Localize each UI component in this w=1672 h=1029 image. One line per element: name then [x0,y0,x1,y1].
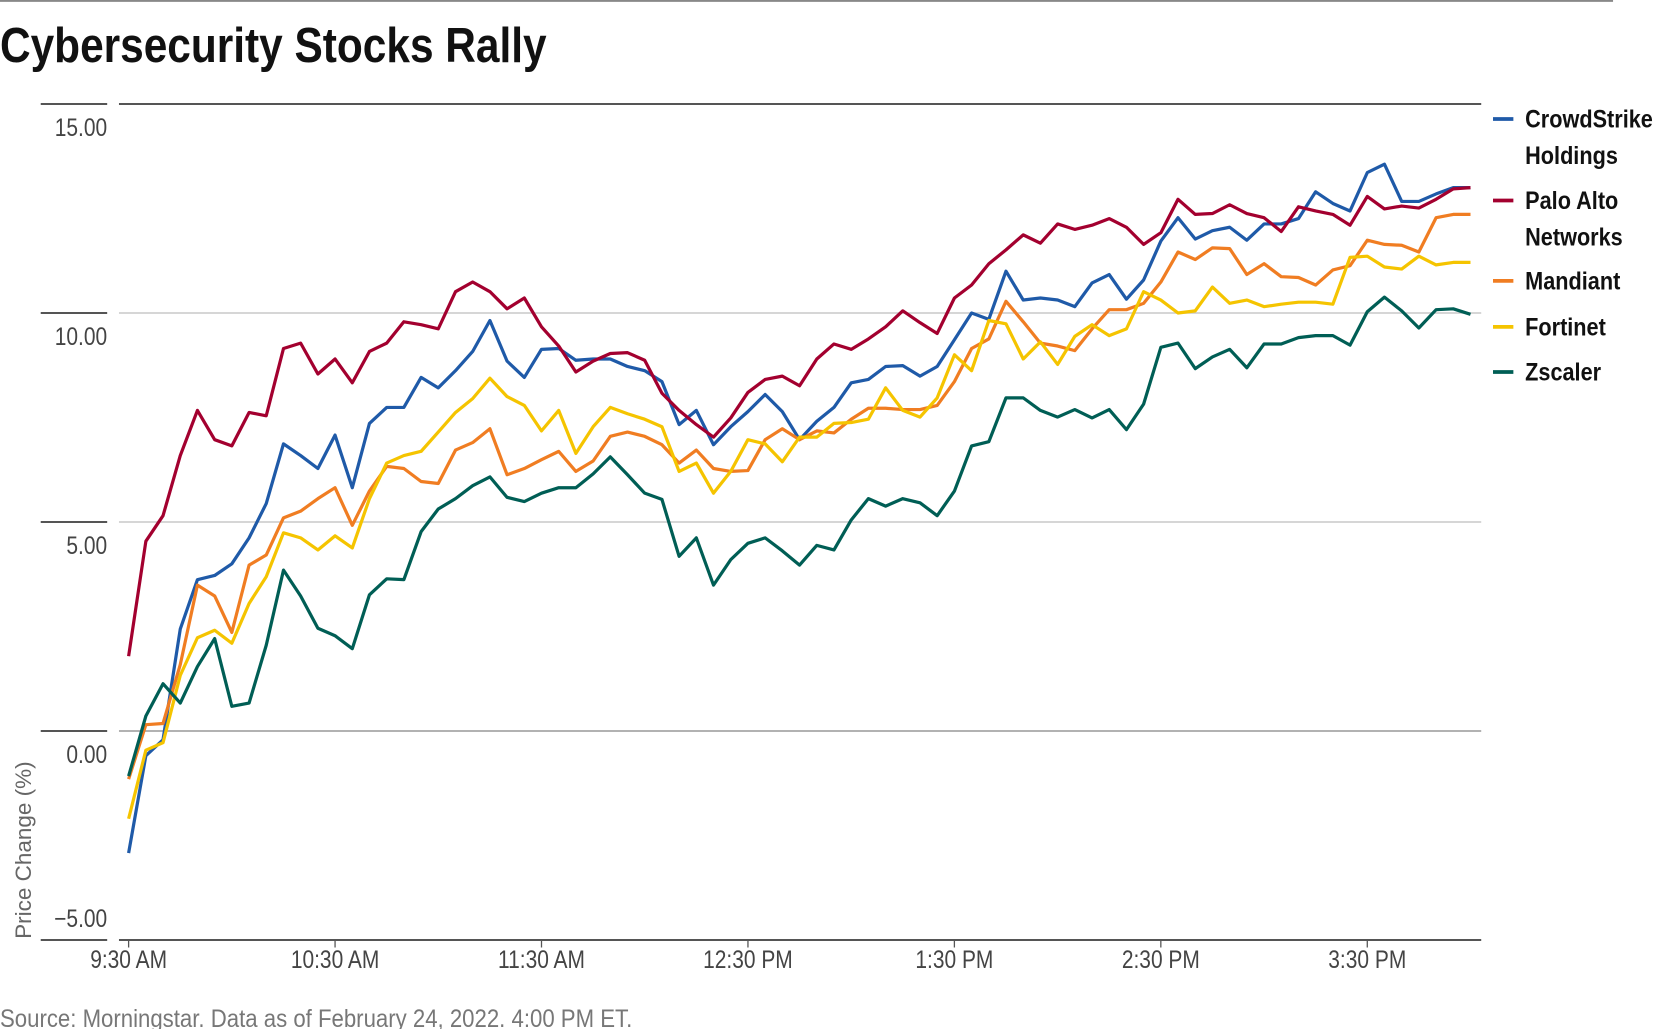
series-line-palo-alto-networks [127,185,1471,657]
legend-label: Fortinet [1525,313,1606,341]
y-tick-label: 15.00 [55,114,107,142]
y-tick-label: 10.00 [55,323,107,351]
x-tick-label: 10:30 AM [291,945,379,973]
series-line-zscaler [127,295,1471,777]
source-note: Source: Morningstar. Data as of February… [0,1005,632,1029]
y-tick-labels: 15.00 10.00 5.00 0.00 −5.00 [54,114,107,933]
legend-item: Palo Alto Networks [1493,187,1623,251]
chart-title: Cybersecurity Stocks Rally [0,17,547,73]
x-tick-label: 12:30 PM [703,945,793,973]
x-tick-labels: 9:30 AM 10:30 AM 11:30 AM 12:30 PM 1:30 PM 2:… [90,940,1406,973]
series-line-mandiant [127,212,1471,780]
x-tick-label: 2:30 PM [1122,945,1200,973]
legend-label: Holdings [1525,142,1618,170]
gridlines [40,103,1482,941]
x-tick-label: 9:30 AM [90,945,167,973]
legend-label: Mandiant [1525,267,1620,295]
legend-label: Zscaler [1525,358,1601,386]
series-lines [127,162,1471,854]
y-axis-title: Price Change (%) [11,761,36,939]
legend: CrowdStrike Holdings Palo Alto Networks Mand… [1493,105,1653,386]
legend-item: Zscaler [1493,358,1601,386]
x-tick-label: 11:30 AM [498,945,585,973]
legend-label: Palo Alto [1525,187,1618,215]
series-line-fortinet [127,254,1471,820]
legend-item: Mandiant [1493,267,1621,295]
y-tick-label: −5.00 [54,905,107,933]
legend-label: Networks [1525,223,1623,251]
legend-item: CrowdStrike Holdings [1493,105,1653,169]
y-tick-label: 0.00 [66,741,107,769]
legend-item: Fortinet [1493,313,1606,341]
y-tick-label: 5.00 [66,532,107,560]
legend-label: CrowdStrike [1525,105,1653,133]
x-tick-label: 1:30 PM [915,945,993,973]
x-tick-label: 3:30 PM [1328,945,1406,973]
